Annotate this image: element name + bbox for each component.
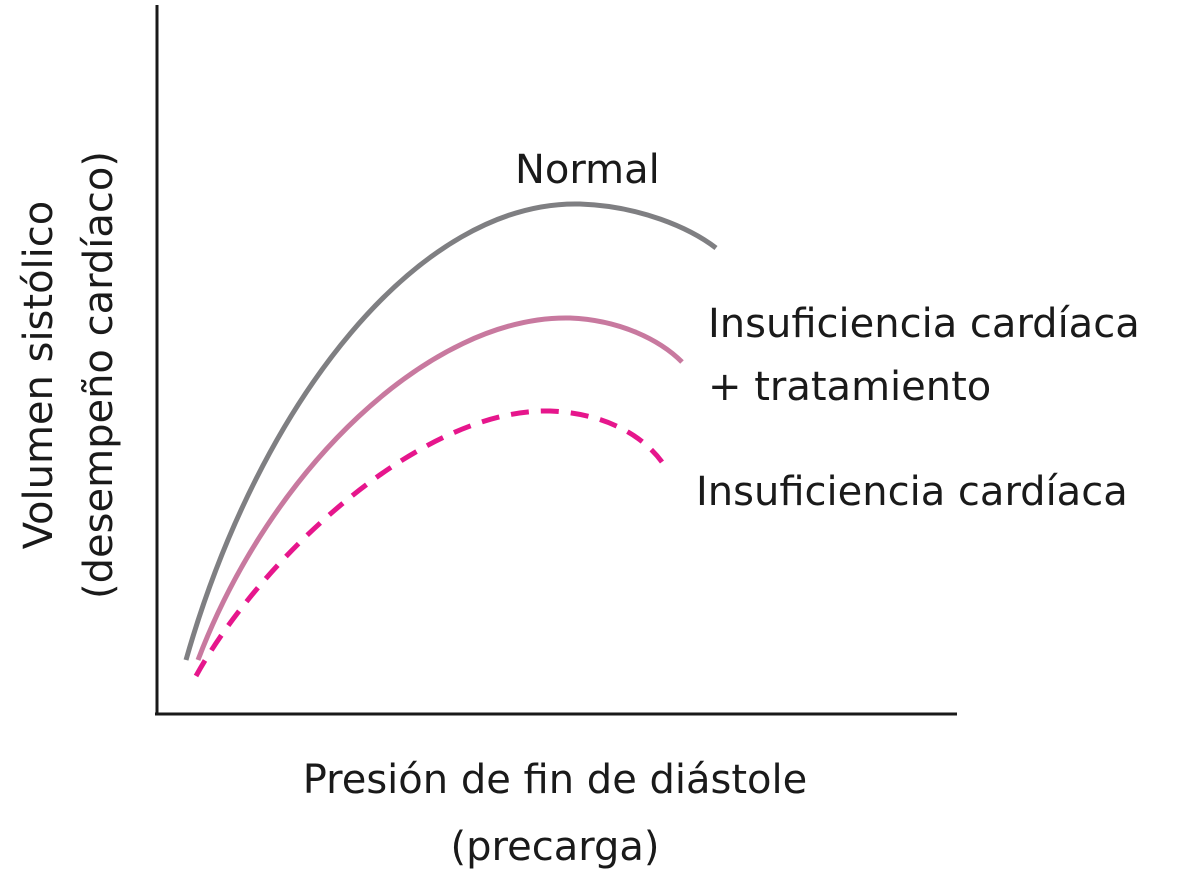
treated-curve bbox=[195, 315, 684, 661]
y-axis-label: Volumen sistólico bbox=[16, 201, 62, 549]
y-axis-label: (desempeño cardíaco) bbox=[76, 151, 122, 599]
failure-curve bbox=[193, 408, 665, 678]
curve-label: + tratamiento bbox=[708, 364, 991, 410]
curve-label: Normal bbox=[515, 147, 660, 193]
curve-label: Insuficiencia cardíaca bbox=[696, 469, 1128, 515]
normal-curve bbox=[183, 201, 718, 661]
curve-label: Insuficiencia cardíaca bbox=[708, 301, 1140, 347]
x-axis-label: (precarga) bbox=[451, 824, 660, 870]
x-axis-label: Presión de fin de diástole bbox=[303, 757, 808, 803]
